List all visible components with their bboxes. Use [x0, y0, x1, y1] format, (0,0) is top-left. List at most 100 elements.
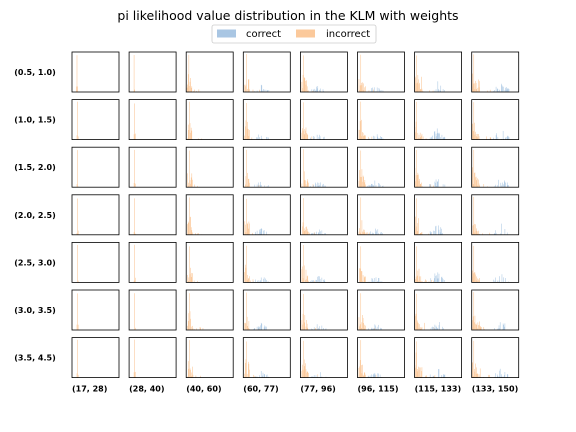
bar-correct	[501, 83, 502, 92]
bar-incorrect	[474, 322, 475, 330]
panel-frame	[299, 51, 348, 93]
bar-incorrect	[77, 324, 79, 330]
bar-incorrect	[133, 183, 135, 188]
bar-incorrect	[190, 132, 191, 140]
bar-incorrect	[187, 274, 188, 283]
bar-correct	[433, 376, 434, 378]
bar-correct	[369, 138, 370, 140]
bar-correct	[430, 232, 432, 235]
bar-correct	[493, 91, 495, 92]
bar-incorrect	[472, 273, 474, 283]
bar-correct	[503, 277, 505, 283]
bar-incorrect	[371, 136, 373, 140]
panel	[71, 146, 120, 188]
bar-incorrect	[192, 366, 193, 378]
bar-correct	[504, 372, 506, 378]
bar-correct	[382, 186, 383, 188]
bar-incorrect	[189, 311, 191, 330]
bar-correct	[436, 181, 438, 188]
bar-incorrect	[363, 136, 364, 140]
bar-incorrect	[415, 121, 417, 140]
bar-incorrect	[247, 88, 248, 92]
bar-correct	[373, 373, 374, 378]
bar-correct	[267, 185, 269, 188]
bar-correct	[314, 232, 316, 235]
bar-incorrect	[420, 276, 422, 283]
bar-incorrect	[489, 89, 491, 92]
bar-incorrect	[303, 244, 304, 283]
bar-incorrect	[305, 326, 307, 330]
bar-incorrect	[474, 89, 476, 92]
bar-correct	[256, 137, 257, 140]
panel-frame	[414, 146, 463, 188]
bar-correct	[372, 328, 374, 330]
bar-incorrect	[417, 270, 419, 283]
bar-correct	[323, 183, 324, 188]
panel	[71, 241, 120, 283]
bar-incorrect	[188, 277, 190, 283]
bar-incorrect	[249, 130, 250, 140]
bar-incorrect	[190, 276, 192, 283]
bar-incorrect	[303, 171, 305, 188]
bar-incorrect	[475, 131, 476, 140]
bar-incorrect	[361, 85, 363, 92]
bar-correct	[438, 369, 440, 378]
bar-incorrect	[244, 373, 246, 378]
bar-correct	[253, 328, 255, 330]
panel	[128, 289, 177, 331]
panel	[357, 146, 405, 188]
bar-incorrect	[363, 83, 364, 92]
bar-incorrect	[420, 137, 422, 140]
histogram-panels	[71, 51, 520, 379]
bar-incorrect	[416, 231, 418, 235]
panel	[128, 241, 177, 283]
bar-incorrect	[365, 276, 366, 283]
bar-incorrect	[362, 231, 363, 235]
bar-correct	[313, 89, 314, 92]
bar-correct	[316, 324, 318, 330]
bar-incorrect	[477, 137, 479, 140]
bar-incorrect	[479, 81, 480, 92]
col-label: (133, 150)	[472, 385, 519, 394]
bar-incorrect	[303, 134, 305, 140]
bar-incorrect	[415, 181, 416, 188]
bar-incorrect	[312, 281, 314, 283]
bar-incorrect	[474, 83, 475, 92]
bar-incorrect	[134, 89, 135, 92]
bar-correct	[266, 231, 267, 235]
bar-incorrect	[188, 54, 190, 92]
bar-incorrect	[363, 182, 365, 188]
bar-correct	[315, 375, 317, 378]
bar-correct	[260, 181, 261, 188]
bar-correct	[256, 326, 258, 330]
bar-incorrect	[198, 89, 200, 92]
bar-correct	[324, 280, 326, 283]
bar-incorrect	[476, 373, 478, 378]
bar-correct	[318, 327, 319, 330]
bar-incorrect	[253, 374, 254, 378]
bar-correct	[378, 277, 379, 283]
bar-correct	[494, 233, 495, 235]
panel-frame	[299, 289, 348, 331]
bar-incorrect	[429, 90, 430, 92]
bar-incorrect	[309, 232, 310, 235]
bar-correct	[256, 230, 258, 235]
legend: correct incorrect	[211, 24, 377, 44]
bar-correct	[324, 233, 326, 235]
bar-incorrect	[191, 130, 193, 140]
bar-incorrect	[313, 232, 315, 235]
bar-correct	[321, 325, 323, 330]
bar-incorrect	[474, 371, 476, 378]
bar-correct	[320, 182, 321, 188]
bar-incorrect	[302, 130, 304, 140]
bar-correct	[501, 185, 502, 188]
bar-incorrect	[134, 149, 135, 188]
bar-incorrect	[415, 352, 417, 378]
bar-correct	[261, 138, 263, 140]
bar-incorrect	[134, 339, 135, 378]
bar-incorrect	[304, 180, 306, 188]
bar-incorrect	[366, 232, 367, 235]
bar-correct	[435, 225, 437, 235]
bar-incorrect	[472, 376, 474, 378]
bar-incorrect	[133, 55, 135, 92]
